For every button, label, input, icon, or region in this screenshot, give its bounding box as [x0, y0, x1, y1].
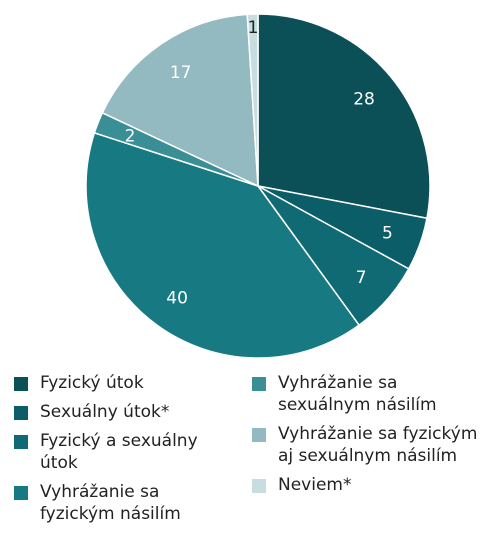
legend-item: Vyhrážanie sa fyzickým násilím [14, 481, 234, 525]
legend-swatch [14, 486, 28, 500]
legend-label-line: Vyhrážanie sa [40, 482, 160, 502]
slice-value-label: 5 [382, 224, 393, 244]
slice-value-label: 17 [170, 63, 192, 83]
legend-label: Vyhrážanie sa fyzickým aj sexuálnym násil… [278, 423, 477, 467]
legend-item: Vyhrážanie sa fyzickým aj sexuálnym násil… [252, 423, 492, 467]
legend-item: Fyzický útok [14, 372, 234, 394]
legend-label-line: Fyzický útok [40, 373, 144, 393]
legend-item: Fyzický a sexuálny útok [14, 430, 234, 474]
legend-swatch [14, 406, 28, 420]
legend-swatch [252, 428, 266, 442]
legend-label-line: Neviem* [278, 475, 352, 495]
legend-label: Fyzický útok [40, 372, 144, 394]
legend-column-right: Vyhrážanie sa sexuálnym násilím Vyhrážanie… [252, 372, 492, 503]
legend-label-line: Sexuálny útok* [40, 402, 170, 422]
pie-slice [246, 13, 259, 187]
legend-label: Sexuálny útok* [40, 401, 169, 423]
legend-label: Vyhrážanie sa sexuálnym násilím [278, 372, 437, 416]
legend-item: Vyhrážanie sa sexuálnym násilím [252, 372, 492, 416]
legend-item: Sexuálny útok* [14, 401, 234, 423]
legend-column-left: Fyzický útok Sexuálny útok* Fyzický a sexu… [14, 372, 234, 532]
slice-value-label: 2 [125, 126, 136, 146]
legend-label-line: aj sexuálnym násilím [278, 446, 458, 466]
legend-label-line: Vyhrážanie sa [278, 373, 398, 393]
slice-value-label: 7 [356, 268, 367, 288]
legend-label: Fyzický a sexuálny útok [40, 430, 198, 474]
legend-swatch [14, 377, 28, 391]
legend-label: Vyhrážanie sa fyzickým násilím [40, 481, 181, 525]
legend-item: Neviem* [252, 474, 492, 496]
legend-label-line: útok [40, 453, 78, 473]
pie-slices [85, 13, 431, 359]
slice-labels: 28 5 7 40 2 17 1 [125, 18, 393, 308]
pie-chart: 28 5 7 40 2 17 1 [85, 13, 431, 359]
pie-slice [85, 131, 361, 359]
slice-value-label: 40 [166, 288, 188, 308]
slice-value-label: 28 [353, 89, 375, 109]
legend-label-line: Vyhrážanie sa fyzickým [278, 424, 478, 444]
legend-swatch [252, 479, 266, 493]
legend-label: Neviem* [278, 474, 351, 496]
pie-slice [257, 13, 431, 220]
slice-value-label: 1 [248, 18, 259, 38]
legend-swatch [252, 377, 266, 391]
legend: Fyzický útok Sexuálny útok* Fyzický a sexu… [0, 372, 497, 553]
pie-slice [101, 13, 259, 188]
legend-label-line: Fyzický a sexuálny [40, 431, 198, 451]
legend-label-line: sexuálnym násilím [278, 395, 437, 415]
legend-label-line: fyzickým násilím [40, 504, 181, 524]
legend-swatch [14, 435, 28, 449]
